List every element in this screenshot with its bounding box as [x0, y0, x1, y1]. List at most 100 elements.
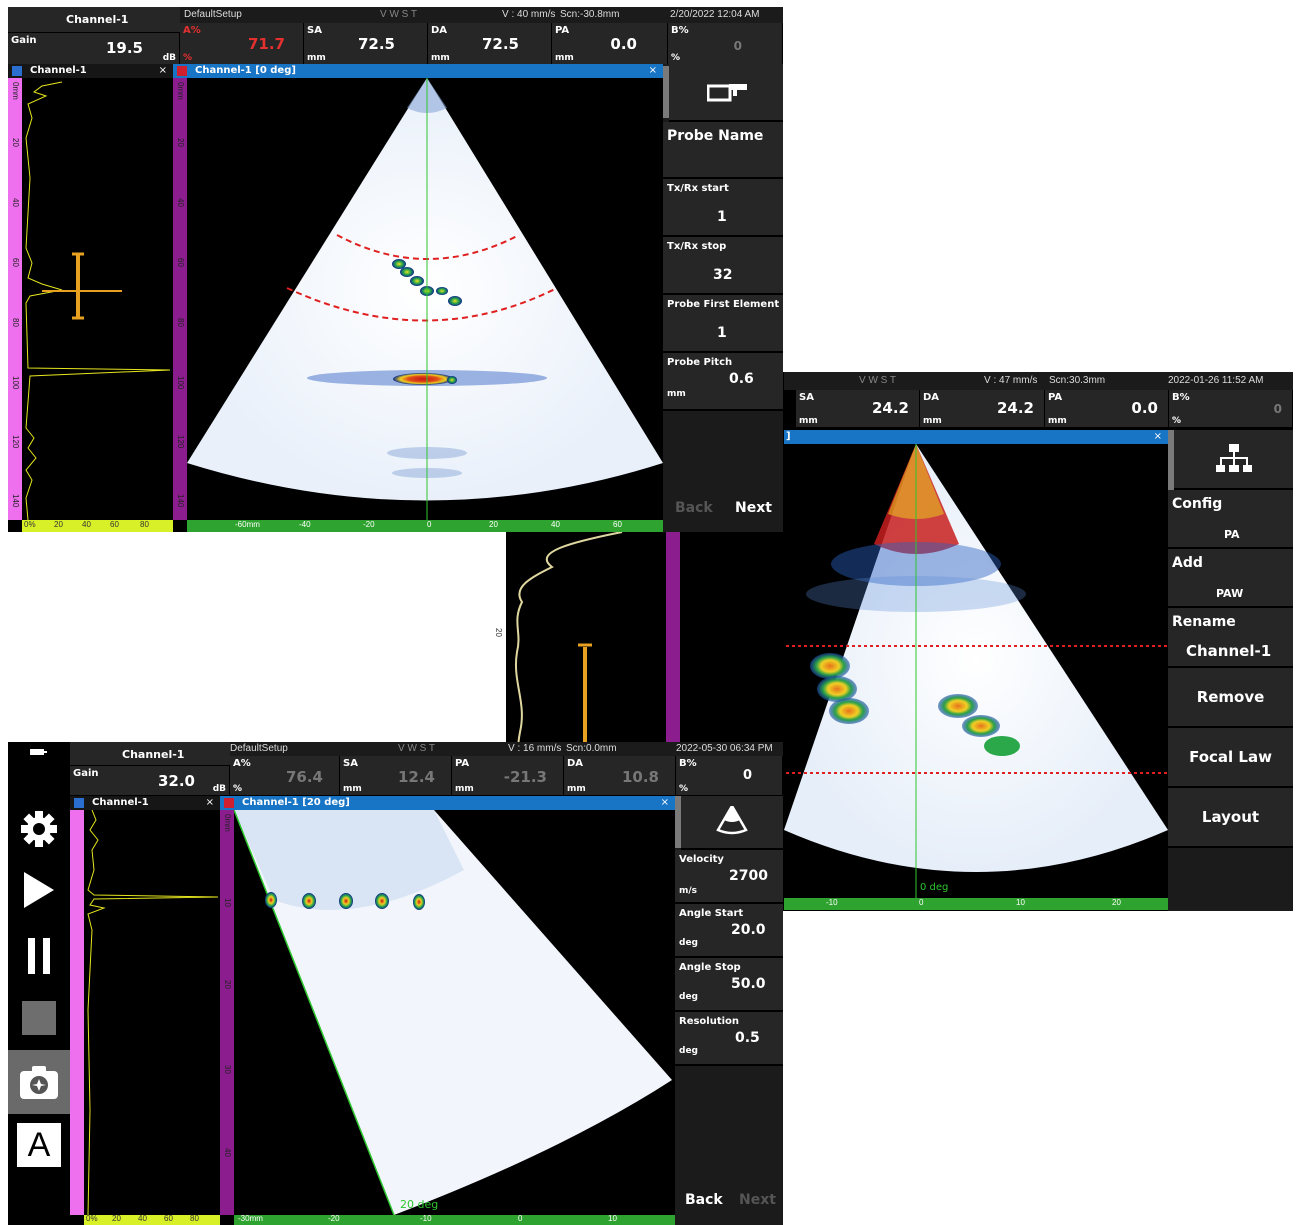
right-panel: Velocity 2700 m/s Angle Start 20.0 deg A…	[675, 796, 783, 1225]
scrollbar[interactable]	[675, 796, 681, 848]
scan-readout: Scn:0.0mm	[566, 743, 617, 754]
back-button[interactable]: Back	[685, 1192, 723, 1208]
readout-a-percent: A% 76.4 %	[230, 756, 340, 796]
ascan-titlebar: Channel-1 ×	[8, 64, 173, 78]
readout-b-percent: B% 0 %	[1169, 390, 1293, 428]
readout-sa: SA 12.4 mm	[340, 756, 452, 796]
angle-label: 20 deg	[400, 1198, 438, 1211]
close-icon[interactable]: ×	[660, 797, 669, 808]
ascan-waveform	[25, 81, 171, 520]
channel-name: Channel-1	[122, 748, 185, 761]
channel-header: Channel-1	[70, 742, 230, 766]
a-scan-mode-icon[interactable]: A	[8, 1122, 70, 1168]
readout-sa: SA 72.5 mm	[304, 23, 428, 65]
txrx-start-field[interactable]: Tx/Rx start 1	[663, 179, 783, 237]
probe-icon	[707, 84, 747, 102]
sector-scan-view: 20 deg	[233, 809, 675, 1216]
probe-icon-button[interactable]	[669, 64, 783, 122]
velocity-readout: V : 40 mm/s	[502, 9, 556, 20]
velocity-field[interactable]: Velocity 2700 m/s	[675, 850, 783, 904]
hierarchy-icon-button[interactable]	[1174, 430, 1293, 490]
ascan-pane-icon	[12, 66, 22, 76]
sector-bottom-ruler: -10 0 10 20	[784, 898, 1168, 910]
ascan-titlebar: Channel-1 ×	[70, 796, 220, 810]
next-button[interactable]: Next	[739, 1192, 776, 1208]
pause-icon[interactable]	[8, 934, 70, 978]
sector-depth-ruler: 0mm 20 40 60 80 100 120 140	[173, 78, 187, 520]
play-icon[interactable]	[8, 868, 70, 912]
sector-pane-icon	[177, 66, 187, 76]
remove-button[interactable]: Remove	[1168, 668, 1293, 728]
txrx-stop-field[interactable]: Tx/Rx stop 32	[663, 237, 783, 295]
datetime: 2/20/2022 12:04 AM	[670, 9, 760, 20]
velocity-readout: V : 16 mm/s	[508, 743, 562, 754]
readout-b-percent: B% 0 %	[676, 756, 783, 796]
sector-titlebar: Channel-1 [20 deg] ×	[220, 796, 675, 810]
sector-scan-view: 0 deg	[594, 444, 1168, 900]
status-letters: V W S T	[380, 9, 418, 20]
sector-pane-icon	[224, 798, 234, 808]
channel-name: Channel-1	[66, 13, 129, 26]
scan-readout: Scn:30.3mm	[1049, 375, 1106, 386]
close-icon[interactable]: ×	[205, 797, 214, 808]
screen-3-angle-setup: A Channel-1 Gain 32.0 dB DefaultSetup V …	[8, 742, 783, 1225]
sector-titlebar: Channel-1 [0 deg] ×	[173, 64, 663, 78]
scrollbar[interactable]	[1168, 430, 1174, 490]
setup-name: DefaultSetup	[184, 9, 242, 20]
setup-name: DefaultSetup	[230, 743, 288, 754]
probe-first-element-field[interactable]: Probe First Element 1	[663, 295, 783, 353]
resolution-field[interactable]: Resolution 0.5 deg	[675, 1012, 783, 1066]
scan-readout: Scn:-30.8mm	[560, 9, 620, 20]
sector-bottom-ruler: -30mm -20 -10 0 10	[234, 1214, 675, 1225]
sector-titlebar: ] ×	[784, 430, 1168, 444]
readout-pa: PA 0.0 mm	[552, 23, 668, 65]
status-header: DefaultSetup V W S T V : 16 mm/s Scn:0.0…	[230, 742, 783, 756]
screen-1-probe-setup: Channel-1 Gain 19.5 dB DefaultSetup V W …	[8, 7, 783, 532]
sector-icon	[716, 806, 748, 835]
back-button[interactable]: Back	[675, 500, 713, 516]
datetime: 2022-01-26 11:52 AM	[1168, 375, 1264, 386]
focal-law-button[interactable]: Focal Law	[1168, 728, 1293, 788]
gain-readout[interactable]: Gain 32.0 dB	[70, 766, 230, 796]
status-letters: V W S T	[398, 743, 436, 754]
gear-icon[interactable]	[8, 807, 70, 851]
close-icon[interactable]: ×	[1153, 431, 1162, 442]
camera-icon[interactable]	[8, 1050, 70, 1114]
status-header: V W S T V : 47 mm/s Scn:30.3mm 2022-01-2…	[784, 372, 1293, 390]
right-panel: Probe Name Tx/Rx start 1 Tx/Rx stop 32 P…	[663, 64, 783, 532]
config-button[interactable]: Config PA	[1168, 490, 1293, 549]
sector-bottom-ruler: -60mm -40 -20 0 20 40 60	[187, 520, 663, 532]
gain-readout[interactable]: Gain 19.5 dB	[8, 33, 180, 65]
ascan-view: 0mm 20 40 60 80 100 120 140 0% 20 40 60 …	[8, 78, 173, 532]
readout-pa: PA 0.0 mm	[1045, 390, 1169, 428]
rename-button[interactable]: Rename Channel-1	[1168, 608, 1293, 668]
angle-start-field[interactable]: Angle Start 20.0 deg	[675, 904, 783, 958]
sector-depth-ruler: 0mm 10 20 30 40	[220, 810, 234, 1215]
close-icon[interactable]: ×	[158, 65, 167, 76]
ascan-depth-ruler: 0mm 20 40 60 80 100 120 140	[8, 78, 22, 520]
readout-da: DA 24.2 mm	[920, 390, 1045, 428]
datetime: 2022-05-30 06:34 PM	[676, 743, 773, 754]
readout-a-percent: A% 71.7 %	[180, 23, 304, 65]
probe-name-field[interactable]: Probe Name	[663, 122, 783, 179]
velocity-readout: V : 47 mm/s	[984, 375, 1038, 386]
sector-scan-view	[187, 78, 663, 520]
ascan-amplitude-ruler: 0% 20 40 60 80	[22, 520, 173, 532]
sector-icon-button[interactable]	[681, 796, 783, 850]
ascan-waveform	[87, 810, 219, 1215]
scrollbar[interactable]	[663, 66, 669, 118]
readout-b-percent: B% 0 %	[668, 23, 783, 65]
probe-pitch-field[interactable]: Probe Pitch 0.6 mm	[663, 353, 783, 411]
stop-icon[interactable]	[8, 996, 70, 1040]
next-button[interactable]: Next	[735, 500, 772, 516]
ascan-depth-ruler	[70, 810, 84, 1215]
add-button[interactable]: Add PAW	[1168, 549, 1293, 608]
sector-scan-image: 20 deg	[233, 809, 672, 1216]
layout-button[interactable]: Layout	[1168, 788, 1293, 848]
close-icon[interactable]: ×	[648, 65, 657, 76]
ascan-pane-icon	[74, 798, 84, 808]
angle-label: 0 deg	[920, 882, 948, 893]
sector-scan-image	[187, 78, 663, 520]
status-letters: V W S T	[859, 375, 897, 386]
angle-stop-field[interactable]: Angle Stop 50.0 deg	[675, 958, 783, 1012]
